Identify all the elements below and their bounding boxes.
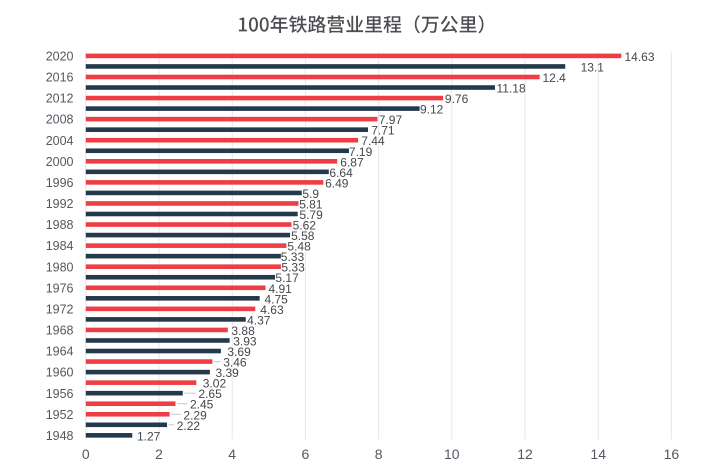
svg-text:5.33: 5.33: [281, 261, 305, 275]
svg-text:2.22: 2.22: [177, 419, 201, 433]
svg-text:2000: 2000: [46, 155, 74, 169]
svg-text:7.71: 7.71: [371, 124, 395, 138]
svg-text:4: 4: [228, 446, 236, 462]
svg-text:6.64: 6.64: [329, 166, 353, 180]
svg-text:1968: 1968: [46, 324, 74, 338]
svg-text:9.76: 9.76: [445, 92, 469, 106]
svg-text:4.37: 4.37: [247, 313, 271, 327]
svg-text:6.49: 6.49: [325, 176, 349, 190]
svg-text:14: 14: [590, 446, 606, 462]
svg-text:1984: 1984: [46, 239, 74, 253]
svg-text:1996: 1996: [46, 176, 74, 190]
svg-text:4.75: 4.75: [265, 292, 289, 306]
svg-text:4.63: 4.63: [260, 303, 284, 317]
svg-text:2020: 2020: [46, 50, 74, 64]
svg-text:1972: 1972: [46, 302, 74, 316]
svg-text:12.4: 12.4: [543, 71, 567, 85]
svg-text:1964: 1964: [46, 345, 74, 359]
svg-text:5.58: 5.58: [291, 229, 315, 243]
svg-text:4.91: 4.91: [269, 282, 293, 296]
svg-text:1960: 1960: [46, 366, 74, 380]
svg-text:7.97: 7.97: [379, 113, 403, 127]
svg-text:2004: 2004: [46, 134, 74, 148]
svg-text:2016: 2016: [46, 71, 74, 85]
svg-text:3.93: 3.93: [233, 334, 257, 348]
svg-text:11.18: 11.18: [497, 82, 526, 96]
svg-text:3.69: 3.69: [227, 345, 251, 359]
svg-text:1992: 1992: [46, 197, 74, 211]
svg-text:1.27: 1.27: [137, 429, 161, 443]
svg-text:5.17: 5.17: [275, 271, 299, 285]
svg-text:13.1: 13.1: [581, 60, 605, 74]
svg-text:1976: 1976: [46, 281, 74, 295]
svg-text:6: 6: [302, 446, 310, 462]
svg-text:12: 12: [517, 446, 533, 462]
svg-text:6.87: 6.87: [340, 155, 364, 169]
svg-text:2.29: 2.29: [183, 408, 207, 422]
svg-text:9.12: 9.12: [420, 103, 444, 117]
svg-text:5.48: 5.48: [287, 240, 311, 254]
svg-text:8: 8: [375, 446, 383, 462]
svg-text:5.81: 5.81: [299, 197, 323, 211]
svg-text:3.46: 3.46: [223, 356, 247, 370]
svg-text:2: 2: [155, 446, 163, 462]
svg-text:1956: 1956: [46, 387, 74, 401]
svg-text:5.33: 5.33: [281, 250, 305, 264]
svg-text:1980: 1980: [46, 260, 74, 274]
svg-text:2012: 2012: [46, 92, 74, 106]
svg-text:2008: 2008: [46, 113, 74, 127]
svg-text:1948: 1948: [46, 429, 74, 443]
svg-text:2.65: 2.65: [198, 387, 222, 401]
svg-text:5.79: 5.79: [299, 208, 323, 222]
svg-text:5.9: 5.9: [302, 187, 319, 201]
svg-text:3.39: 3.39: [216, 366, 240, 380]
svg-text:7.19: 7.19: [349, 145, 373, 159]
svg-text:14.63: 14.63: [625, 50, 655, 64]
svg-text:1988: 1988: [46, 218, 74, 232]
svg-text:1952: 1952: [46, 408, 74, 422]
svg-text:16: 16: [664, 446, 680, 462]
svg-text:3.02: 3.02: [203, 377, 227, 391]
svg-text:10: 10: [444, 446, 460, 462]
svg-text:7.44: 7.44: [361, 134, 385, 148]
svg-text:0: 0: [82, 446, 90, 462]
svg-text:5.62: 5.62: [293, 219, 317, 233]
svg-text:2.45: 2.45: [190, 398, 214, 412]
svg-text:3.88: 3.88: [231, 324, 255, 338]
